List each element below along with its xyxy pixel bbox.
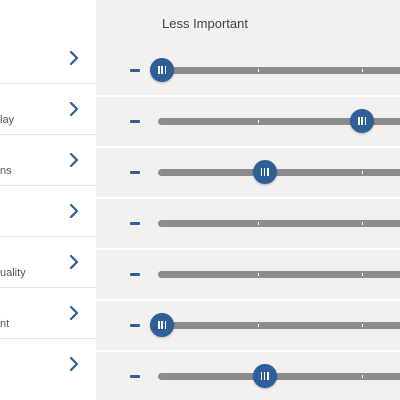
slider-grip-icon [358,117,366,125]
slider-grip-icon [158,321,166,329]
sidebar-item-label: uality [0,267,26,279]
chevron-right-icon[interactable] [68,255,80,269]
minus-icon[interactable] [130,120,140,123]
slider-handle[interactable] [350,109,374,133]
sidebar-item[interactable] [0,340,96,390]
slider-grip-icon [260,372,269,380]
row-divider [96,350,400,352]
sidebar-item[interactable]: ns [0,136,96,186]
slider-handle[interactable] [150,58,174,82]
slider-tick [362,375,363,378]
sidebar-item-label: lay [0,114,15,126]
importance-panel: Less Important [96,0,400,400]
slider-track[interactable] [158,67,400,74]
sidebar: lay ns uality nt [0,0,96,400]
chevron-right-icon[interactable] [68,51,80,65]
row-divider [96,299,400,301]
slider-tick [258,120,259,123]
slider-tick [362,69,363,72]
row-divider [96,248,400,250]
slider-grip-icon [158,66,166,74]
row-divider [96,95,400,97]
chevron-right-icon[interactable] [68,204,80,218]
sidebar-item[interactable]: nt [0,289,96,339]
slider-handle[interactable] [150,313,174,337]
row-divider [96,146,400,148]
slider-track[interactable] [158,373,400,380]
minus-icon[interactable] [130,171,140,174]
slider-grip-icon [260,168,269,176]
importance-slider-row [96,136,400,186]
sidebar-item-label: ns [0,165,12,177]
minus-icon[interactable] [130,324,140,327]
slider-track[interactable] [158,220,400,227]
minus-icon[interactable] [130,273,140,276]
slider-track[interactable] [158,169,400,176]
importance-slider-row [96,34,400,84]
slider-tick [362,171,363,174]
minus-icon[interactable] [130,375,140,378]
chevron-right-icon[interactable] [68,153,80,167]
slider-handle[interactable] [252,160,277,184]
chevron-right-icon[interactable] [68,102,80,116]
slider-tick [258,69,259,72]
sidebar-item[interactable] [0,34,96,84]
slider-tick [258,324,259,327]
importance-slider-row [96,187,400,237]
importance-slider-row [96,340,400,390]
chevron-right-icon[interactable] [68,357,80,371]
slider-tick [258,273,259,276]
less-important-label: Less Important [162,16,248,31]
minus-icon[interactable] [130,69,140,72]
importance-slider-row [96,238,400,288]
slider-track[interactable] [158,322,400,329]
slider-tick [258,222,259,225]
slider-tick [362,273,363,276]
sidebar-item[interactable] [0,187,96,237]
minus-icon[interactable] [130,222,140,225]
importance-slider-row [96,85,400,135]
slider-track[interactable] [158,271,400,278]
sidebar-item[interactable]: lay [0,85,96,135]
row-divider [96,197,400,199]
slider-handle[interactable] [252,364,277,388]
slider-tick [362,222,363,225]
sidebar-item[interactable]: uality [0,238,96,288]
sidebar-item-label: nt [0,318,10,330]
chevron-right-icon[interactable] [68,306,80,320]
slider-tick [362,324,363,327]
importance-slider-row [96,289,400,339]
